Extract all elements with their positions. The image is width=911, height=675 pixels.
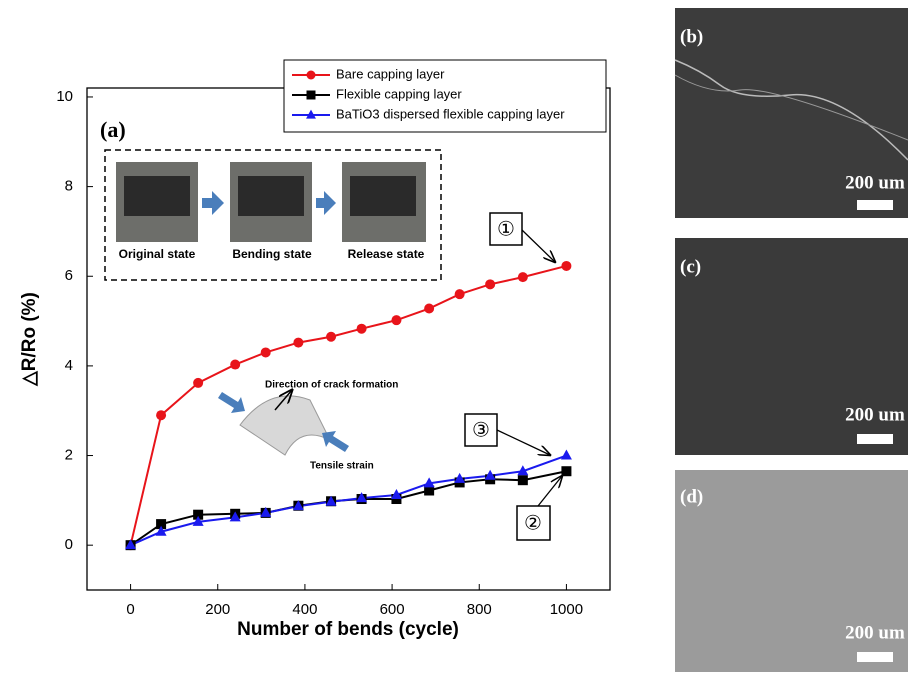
diagram-label: Tensile strain [310,461,374,472]
x-tick-label: 800 [467,601,492,618]
data-point [357,324,367,334]
data-point [561,261,571,271]
y-tick-label: 2 [65,447,73,464]
data-point [230,360,240,370]
data-point [485,279,495,289]
legend-label: Bare capping layer [336,66,445,81]
data-point [424,304,434,314]
data-point [561,466,571,476]
x-tick-label: 0 [126,601,134,618]
bend-diagram [218,390,349,455]
figure: (a) Number of bends (cycle) △R/Ro (%) Or… [0,0,911,675]
panel-label: (c) [680,256,701,277]
diagram-label: Direction of crack formation [265,380,398,391]
x-tick-label: 1000 [550,601,583,618]
legend-label: BaTiO3 dispersed flexible capping layer [336,106,565,121]
callout-arrows [497,230,562,506]
y-tick-label: 0 [65,536,73,553]
scale-label: 200 um [845,622,905,643]
scale-label: 200 um [845,404,905,425]
data-point [193,378,203,388]
series-line [131,266,567,545]
inset-label: Original state [119,247,196,261]
y-tick-label: 4 [65,357,73,374]
x-tick-label: 200 [205,601,230,618]
data-point [391,315,401,325]
legend-marker [307,71,316,80]
y-tick-label: 10 [56,88,73,105]
inset-label: Bending state [232,247,312,261]
x-axis-label: Number of bends (cycle) [237,619,459,640]
legend-label: Flexible capping layer [336,86,462,101]
callout: ① [497,218,515,240]
callout-boxes [465,213,550,540]
callout: ② [524,512,542,534]
data-point [261,347,271,357]
data-point [293,338,303,348]
data-point [561,450,572,460]
data-point [518,475,528,485]
x-tick-label: 600 [380,601,405,618]
panel-label: (b) [680,26,703,47]
data-point [326,332,336,342]
panel-label: (d) [680,486,703,507]
legend-marker [307,91,316,100]
panel-label: (a) [100,117,126,142]
series-line [131,471,567,545]
data-point [455,289,465,299]
x-tick-label: 400 [292,601,317,618]
data-point [156,410,166,420]
y-tick-label: 6 [65,267,73,284]
y-tick-label: 8 [65,178,73,195]
sem-panels [675,8,908,672]
callout: ③ [472,419,490,441]
y-axis-label: △R/Ro (%) [19,292,40,387]
data-point [518,272,528,282]
scale-label: 200 um [845,172,905,193]
inset-label: Release state [348,247,425,261]
